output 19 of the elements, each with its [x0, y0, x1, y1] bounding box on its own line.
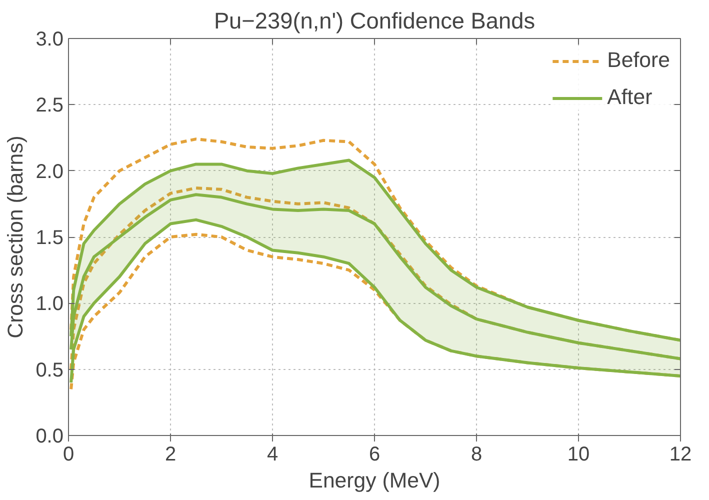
x-tick-label: 4: [266, 444, 278, 466]
x-tick-label: 0: [62, 444, 74, 466]
y-tick-label: 2.0: [36, 160, 64, 183]
y-tick-label: 2.5: [36, 94, 64, 117]
legend-label: After: [607, 85, 652, 110]
x-tick-label: 2: [164, 444, 176, 466]
y-tick-label: 3.0: [36, 28, 64, 50]
y-tick-label: 0.5: [36, 359, 64, 382]
y-axis-title: Cross section (barns): [4, 136, 28, 338]
x-tick-label: 10: [567, 444, 590, 466]
y-tick-label: 1.5: [36, 227, 64, 249]
x-tick-label: 6: [368, 444, 380, 466]
legend-label: Before: [607, 48, 670, 73]
chart-title: Pu−239(n,n') Confidence Bands: [214, 8, 536, 34]
x-axis-title: Energy (MeV): [308, 468, 440, 492]
x-tick-label: 8: [470, 444, 482, 466]
x-tick-label: 12: [669, 444, 692, 466]
y-tick-label: 1.0: [36, 293, 64, 316]
y-tick-label: 0.0: [36, 426, 64, 448]
